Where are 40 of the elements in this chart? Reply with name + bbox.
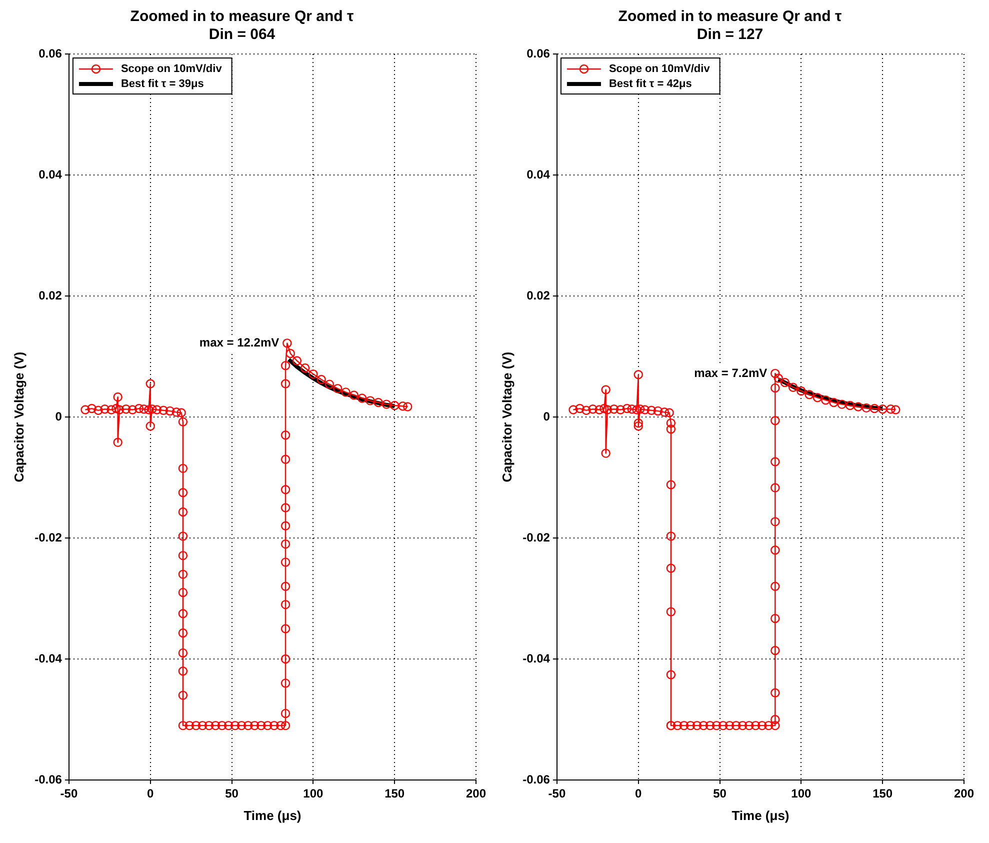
x-tick-label: 150 (872, 786, 893, 801)
legend-label: Scope on 10mV/div (608, 63, 711, 76)
y-tick-label: 0.04 (526, 167, 550, 182)
chart-title: Zoomed in to measure Qr and τ (130, 8, 354, 26)
y-axis-title: Capacitor Voltage (V) (499, 352, 514, 482)
y-tick-label: 0.02 (526, 288, 550, 302)
annotation: max = 12.2mV (199, 336, 280, 350)
legend-label: Best fit τ = 42μs (608, 78, 692, 90)
x-tick-label: 150 (384, 786, 405, 801)
y-axis-title: Capacitor Voltage (V) (11, 352, 26, 482)
x-tick-label: -50 (548, 786, 566, 801)
chart-title: Zoomed in to measure Qr and τ (618, 8, 842, 26)
x-tick-label: 100 (303, 786, 324, 801)
y-tick-label: 0 (55, 409, 62, 424)
y-tick-label: -0.06 (34, 772, 62, 786)
annotation: max = 7.2mV (694, 366, 768, 380)
x-tick-label: 200 (954, 786, 974, 801)
y-tick-label: -0.02 (34, 530, 62, 544)
x-tick-label: 50 (713, 786, 727, 801)
x-axis-title: Time (μs) (732, 808, 790, 823)
y-tick-label: -0.04 (34, 651, 62, 666)
x-tick-label: 100 (791, 786, 812, 801)
y-tick-label: -0.04 (522, 651, 550, 666)
x-tick-label: 0 (635, 786, 642, 801)
legend-label: Scope on 10mV/div (120, 63, 223, 76)
y-tick-label: -0.06 (522, 772, 550, 786)
x-tick-label: -50 (60, 786, 78, 801)
y-tick-label: 0 (543, 409, 550, 424)
x-tick-label: 0 (147, 786, 154, 801)
x-tick-label: 200 (466, 786, 486, 801)
y-tick-label: 0.04 (38, 167, 62, 182)
x-axis-title: Time (μs) (244, 808, 302, 823)
chart-subtitle: Din = 064 (208, 26, 276, 44)
y-tick-label: 0.02 (38, 288, 62, 302)
y-tick-label: 0.06 (38, 46, 62, 60)
legend-label: Best fit τ = 39μs (120, 78, 204, 90)
y-tick-label: -0.02 (522, 530, 550, 544)
y-tick-label: 0.06 (526, 46, 550, 60)
x-tick-label: 50 (225, 786, 239, 801)
chart-subtitle: Din = 127 (696, 26, 764, 44)
